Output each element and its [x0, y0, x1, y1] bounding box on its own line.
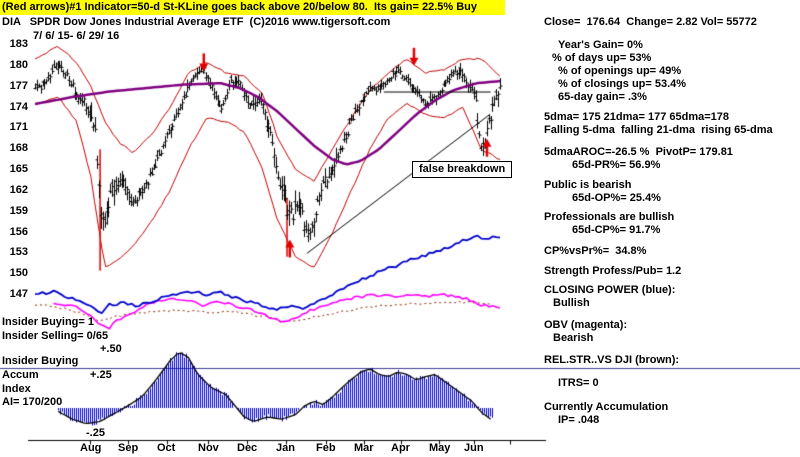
y-axis-label: 165	[9, 163, 28, 175]
x-axis-month-label: Oct	[157, 442, 176, 454]
x-axis-month-label: Jun	[464, 442, 484, 454]
x-axis-month-label: Mar	[354, 442, 374, 454]
accum-panel-title-3: Index	[2, 383, 31, 395]
x-axis-month-label: Feb	[316, 442, 336, 454]
x-axis-month-label: Sep	[118, 442, 139, 454]
insider-selling-label: Insider Selling= 0/65	[2, 330, 109, 342]
close-stats: Close= 176.64 Change= 2.82 Vol= 55772	[544, 16, 757, 28]
right-panel-line: % of days up= 53%	[552, 52, 652, 64]
y-axis-label: 183	[9, 38, 28, 50]
right-panel-line: 65-day gain= .3%	[558, 91, 647, 103]
x-axis-month-label: Apr	[391, 442, 410, 454]
accum-scale-plus25: +.25	[90, 369, 112, 381]
chart-title: DIA SPDR Dow Jones Industrial Average ET…	[2, 16, 391, 28]
x-axis-month-label: Aug	[80, 442, 102, 454]
ai-value-label: AI= 170/200	[2, 396, 63, 408]
right-panel-line: REL.STR..VS DJI (brown):	[544, 354, 680, 366]
y-axis-label: 171	[9, 121, 28, 134]
y-axis-label: 153	[9, 246, 28, 259]
signal-banner: (Red arrows)#1 Indicator=50-d St-KLine g…	[0, 0, 505, 15]
right-panel-line: 65d-PR%= 56.9%	[572, 159, 661, 171]
y-axis-label: 174	[9, 100, 28, 113]
right-panel-line: Year's Gain= 0%	[558, 39, 643, 51]
y-axis-label: 147	[9, 288, 28, 300]
insider-buying-label: Insider Buying= 1	[2, 316, 94, 328]
y-axis-label: 156	[9, 225, 28, 238]
right-panel-line: Bearish	[553, 332, 594, 344]
accum-scale-plus50: +.50	[100, 343, 122, 355]
right-panel-line: CLOSING POWER (blue):	[544, 284, 676, 296]
accum-panel-title-2: Accum	[2, 369, 39, 381]
right-panel-line: % of openings up= 49%	[558, 65, 682, 77]
x-axis-month-label: Jan	[276, 442, 295, 454]
right-panel-line: Public is bearish	[544, 179, 632, 191]
x-axis-month-label: Dec	[237, 442, 258, 454]
right-panel-line: Strength Profess/Pub= 1.2	[544, 265, 682, 277]
y-axis-label: 162	[9, 183, 28, 196]
right-panel-line: CP%vsPr%= 34.8%	[544, 245, 647, 257]
right-panel-line: 65d-CP%= 91.7%	[572, 224, 661, 236]
right-panel-line: Currently Accumulation	[544, 401, 669, 413]
y-axis-label: 180	[9, 58, 28, 71]
x-axis-month-label: May	[429, 442, 451, 454]
right-panel-line: 65d-OP%= 25.4%	[572, 192, 661, 204]
x-axis-month-label: Nov	[198, 442, 219, 454]
right-panel-line: OBV (magenta):	[544, 319, 628, 331]
right-panel-line: Professionals are bullish	[544, 211, 675, 223]
y-axis-label: 159	[9, 204, 28, 217]
right-panel-line: Bullish	[553, 297, 590, 309]
right-panel-line: 5dma= 175 21dma= 177 65dma=178	[544, 111, 729, 123]
right-panel-line: % of closings up= 53.4%	[558, 78, 687, 90]
accum-panel-title-1: Insider Buying	[2, 355, 79, 367]
y-axis-label: 150	[9, 267, 28, 280]
y-axis-label: 177	[9, 79, 28, 92]
date-range: 7/ 6/ 15- 6/ 29/ 16	[33, 30, 120, 42]
right-panel-line: IP= .048	[558, 414, 600, 426]
right-panel-line: ITRS= 0	[558, 377, 599, 389]
accum-scale-minus25: -.25	[86, 427, 105, 439]
false-breakdown-label: false breakdown	[412, 161, 513, 178]
right-panel-line: Falling 5-dma falling 21-dma rising 65-d…	[544, 124, 773, 136]
y-axis-label: 168	[9, 142, 28, 155]
right-panel-line: 5dmaAROC=-26.5 % PivotP= 179.81	[544, 146, 733, 158]
